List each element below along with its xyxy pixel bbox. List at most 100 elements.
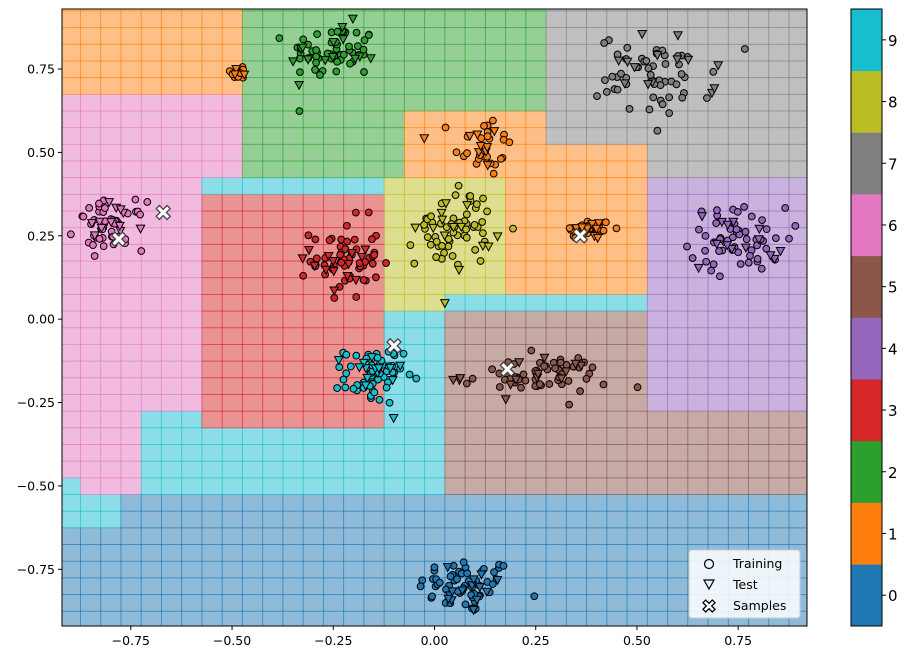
data-points <box>66 14 800 616</box>
region-cell <box>282 310 304 329</box>
region-cell <box>525 277 547 295</box>
test-point <box>591 224 602 235</box>
region-cell <box>606 327 628 345</box>
training-point <box>672 80 681 89</box>
region-cell <box>120 260 142 279</box>
region-cell <box>768 293 790 312</box>
region-cell <box>181 93 203 112</box>
region-cell <box>505 177 527 195</box>
region-cell <box>545 577 567 596</box>
region-cell <box>100 343 122 362</box>
training-point <box>95 234 104 243</box>
training-point <box>355 259 364 267</box>
region-cell <box>160 427 183 445</box>
region-cell <box>687 427 709 445</box>
region-cell <box>687 410 709 429</box>
test-point <box>576 223 588 233</box>
region-cell <box>181 443 203 462</box>
test-point <box>622 57 633 67</box>
region-cell <box>120 443 142 462</box>
region-cell <box>383 93 405 112</box>
region-cell <box>606 127 628 145</box>
region-cell <box>606 193 628 212</box>
region-cell <box>322 160 345 179</box>
region-cell <box>79 93 102 112</box>
region-cell <box>241 9 264 12</box>
test-point <box>492 575 503 586</box>
test-point <box>343 260 354 270</box>
region-cell <box>788 227 807 245</box>
region-cell <box>282 177 304 195</box>
region-cell <box>505 594 527 612</box>
region-cell <box>687 127 709 145</box>
region-cell <box>768 310 790 329</box>
region-cell <box>140 427 162 445</box>
region-cell <box>79 10 102 29</box>
region-cell <box>565 177 588 195</box>
region-cell <box>687 27 709 45</box>
test-point <box>297 43 308 53</box>
test-point <box>468 575 479 585</box>
region-cell <box>505 577 527 596</box>
region-cell <box>606 143 628 162</box>
region-cell <box>667 9 689 12</box>
region-cell <box>383 577 405 596</box>
region-cell <box>62 560 81 579</box>
region-cell <box>201 60 223 79</box>
region-cell <box>505 93 527 112</box>
region-cell <box>403 594 426 612</box>
region-cell <box>565 460 588 479</box>
region-cell <box>768 393 790 412</box>
training-point <box>351 208 360 217</box>
region-cell <box>626 27 648 45</box>
region-cell <box>403 77 426 95</box>
region-cell <box>748 60 770 79</box>
region-cell <box>403 327 426 345</box>
test-point <box>697 212 708 222</box>
region-cell <box>241 477 264 496</box>
region-cell <box>343 143 365 162</box>
region-cell <box>201 343 223 362</box>
test-point <box>683 55 694 66</box>
test-point <box>294 80 305 91</box>
region-cell <box>626 494 648 512</box>
region-cell <box>201 310 223 329</box>
region-cell <box>748 310 770 329</box>
region-cell <box>586 193 608 212</box>
training-point <box>325 236 334 245</box>
region-cell <box>687 60 709 79</box>
region-cell <box>363 477 385 496</box>
training-point <box>339 375 348 384</box>
region-cell <box>120 560 142 579</box>
region-cell <box>768 527 790 546</box>
region-cell <box>565 243 588 262</box>
region-cell <box>727 494 750 512</box>
y-tick-label: −0.75 <box>17 562 55 577</box>
region-cell <box>201 393 223 412</box>
region-cell <box>788 77 807 95</box>
training-point <box>519 370 528 379</box>
region-cell <box>282 327 304 345</box>
test-point <box>333 356 344 366</box>
region-cell <box>403 393 426 412</box>
region-cell <box>100 494 122 512</box>
region-cell <box>221 277 243 295</box>
training-point <box>645 105 654 114</box>
test-point <box>338 35 349 45</box>
region-cell <box>302 277 324 295</box>
training-point <box>499 561 508 570</box>
region-cell <box>181 377 203 395</box>
region-cell <box>79 460 102 479</box>
region-cell <box>565 93 588 112</box>
test-point <box>323 251 334 262</box>
region-cell <box>606 377 628 395</box>
test-point <box>288 57 299 67</box>
training-point <box>364 208 373 217</box>
region-cell <box>403 43 426 62</box>
region-cell <box>79 27 102 45</box>
test-point <box>320 265 332 276</box>
region-cell <box>160 560 183 579</box>
region-cell <box>748 277 770 295</box>
training-point <box>701 246 709 255</box>
region-cell <box>484 443 507 462</box>
